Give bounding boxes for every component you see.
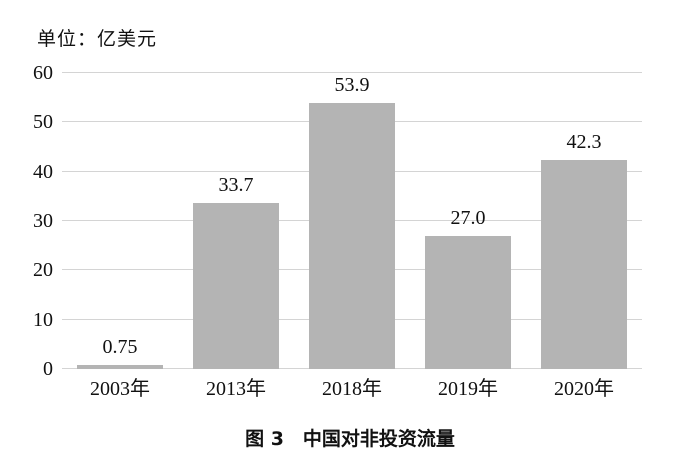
bar — [541, 160, 627, 369]
x-tick-label: 2020年 — [554, 378, 614, 400]
y-axis-labels: 0 10 20 30 40 50 60 — [0, 63, 53, 379]
bar-column: 27.0 — [410, 73, 526, 369]
x-tick-label: 2013年 — [206, 378, 266, 400]
plot-area: 0.75 33.7 53.9 27.0 42.3 — [62, 72, 642, 369]
x-tick-label: 2019年 — [438, 378, 498, 400]
y-tick-label: 50 — [33, 111, 53, 134]
gridline — [62, 72, 642, 73]
x-tick-label: 2003年 — [90, 378, 150, 400]
chart-caption: 图 3 中国对非投资流量 — [245, 428, 455, 450]
bar — [425, 235, 511, 369]
unit-label: 单位：亿美元 — [37, 29, 158, 50]
y-tick-label: 60 — [33, 62, 53, 84]
bar-value-label: 53.9 — [334, 74, 370, 97]
y-tick-label: 10 — [33, 308, 53, 331]
bar — [309, 103, 395, 369]
bar-column: 33.7 — [178, 73, 294, 369]
y-tick-label: 0 — [43, 358, 53, 380]
y-tick-label: 40 — [33, 160, 53, 183]
bar-column: 42.3 — [526, 73, 642, 369]
bar — [193, 202, 279, 369]
bar-value-label: 33.7 — [218, 173, 254, 196]
y-tick-label: 20 — [33, 259, 53, 282]
x-axis-labels: 2003年 2013年 2018年 2019年 2020年 — [62, 376, 642, 402]
bar-value-label: 42.3 — [566, 131, 602, 154]
y-tick-label: 30 — [33, 210, 53, 232]
bar-value-label: 27.0 — [450, 206, 486, 229]
x-tick-label: 2018年 — [322, 378, 382, 400]
bar — [77, 365, 163, 369]
bar-column: 53.9 — [294, 73, 410, 369]
bar-value-label: 0.75 — [102, 336, 138, 359]
bar-column: 0.75 — [62, 73, 178, 369]
